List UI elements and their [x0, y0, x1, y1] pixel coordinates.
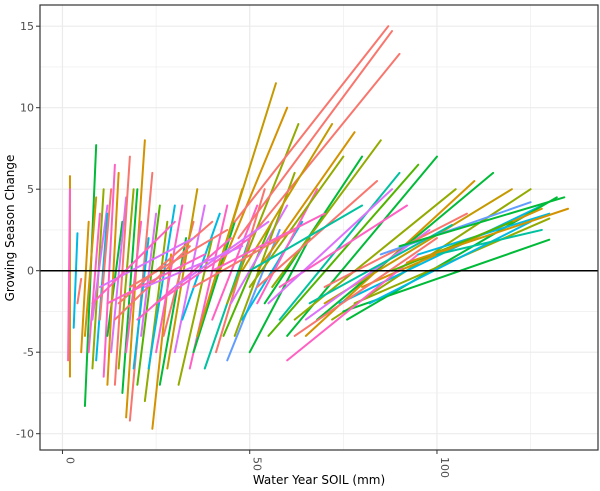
- series-line: [398, 196, 566, 248]
- x-axis-ticks: 0 50 100: [61, 450, 451, 478]
- x-axis-label: Water Year SOIL (mm): [253, 473, 385, 487]
- series-line: [267, 188, 394, 305]
- series-line: [256, 180, 379, 288]
- y-tick-label: -5: [23, 346, 34, 359]
- x-tick-label: 50: [251, 457, 264, 471]
- series-line: [87, 212, 101, 354]
- series-line: [379, 201, 532, 256]
- series-line: [143, 220, 169, 403]
- series-line: [166, 188, 199, 370]
- series-line: [211, 212, 326, 272]
- series-line: [143, 245, 244, 288]
- series-line: [98, 188, 113, 321]
- series-line: [271, 139, 382, 288]
- series-line: [117, 188, 135, 370]
- x-tick-label: 100: [438, 457, 451, 478]
- series-line: [83, 196, 98, 337]
- series-line: [248, 204, 364, 272]
- series-line: [391, 220, 513, 272]
- series-line: [218, 106, 289, 272]
- series-line: [435, 228, 543, 256]
- series-lines: [67, 25, 570, 430]
- series-line: [125, 220, 143, 354]
- series-line: [132, 237, 150, 370]
- series-line: [67, 188, 71, 362]
- series-line: [136, 237, 232, 321]
- series-line: [140, 212, 158, 337]
- series-line: [226, 122, 300, 305]
- series-line: [98, 237, 195, 288]
- series-line: [256, 131, 356, 272]
- series-line: [177, 237, 214, 386]
- series-line: [233, 25, 390, 223]
- y-tick-label: 10: [20, 102, 34, 115]
- y-tick-label: 5: [27, 183, 34, 196]
- series-line: [192, 228, 296, 288]
- series-line: [80, 220, 90, 354]
- series-line: [368, 220, 532, 305]
- series-line: [278, 171, 401, 321]
- series-line: [293, 237, 438, 337]
- y-axis-label: Growing Season Change: [3, 155, 17, 302]
- series-line: [76, 277, 83, 305]
- series-line: [72, 232, 79, 329]
- series-line: [248, 237, 311, 354]
- series-line: [267, 163, 420, 337]
- series-line: [229, 204, 289, 305]
- series-line: [222, 220, 274, 337]
- y-tick-label: 0: [27, 265, 34, 278]
- y-tick-label: 15: [20, 20, 34, 33]
- series-line: [110, 196, 128, 354]
- series-line: [248, 52, 401, 240]
- series-line: [192, 220, 236, 354]
- series-line: [323, 212, 468, 288]
- series-line: [106, 171, 120, 386]
- x-tick-label: 0: [63, 457, 76, 464]
- series-line: [248, 155, 345, 288]
- series-line: [158, 237, 188, 386]
- series-line: [147, 204, 176, 370]
- series-line: [237, 30, 394, 240]
- series-line: [286, 253, 420, 362]
- series-line: [406, 207, 570, 264]
- series-line: [181, 212, 221, 321]
- series-line: [91, 220, 176, 305]
- series-line: [136, 204, 161, 386]
- y-axis-ticks: -10 -5 0 5 10 15: [16, 20, 40, 441]
- series-line: [155, 204, 184, 354]
- plot-panel-border: [39, 4, 599, 451]
- series-line: [241, 122, 334, 272]
- y-tick-label: -10: [16, 428, 34, 441]
